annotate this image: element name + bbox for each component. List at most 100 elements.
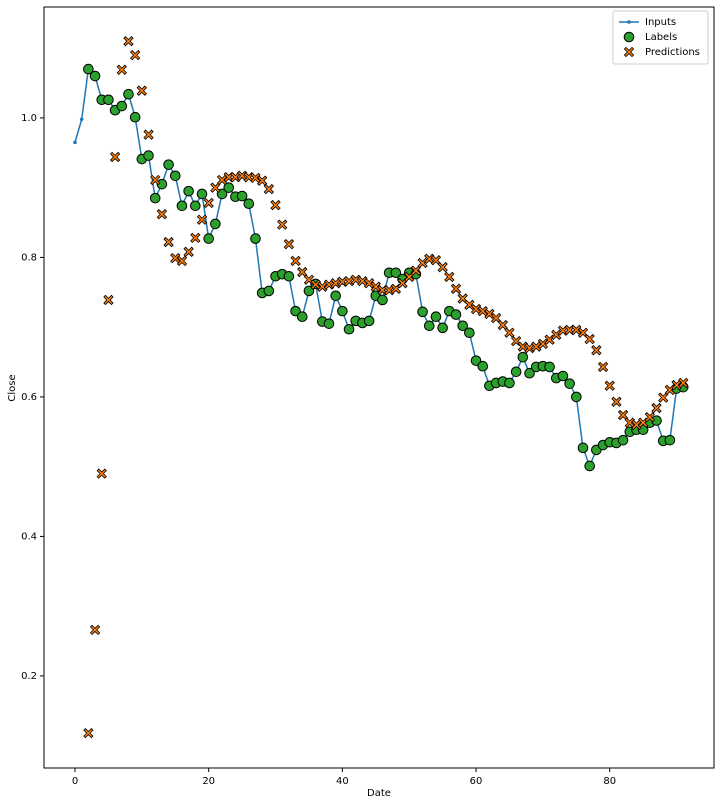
point — [323, 318, 335, 329]
point — [156, 178, 168, 190]
point — [116, 64, 127, 75]
point — [564, 378, 575, 389]
point — [337, 305, 348, 317]
x-tick-label: 40 — [336, 776, 349, 787]
plot-frame — [43, 6, 715, 769]
point — [531, 341, 542, 352]
y-tick-label: 0.8 — [21, 252, 37, 263]
point — [150, 174, 161, 186]
y-axis-label: Close — [7, 374, 18, 401]
point — [103, 94, 114, 106]
point — [317, 281, 328, 292]
legend-marker — [623, 46, 635, 58]
point — [156, 208, 168, 220]
point — [79, 117, 84, 122]
point — [450, 283, 462, 294]
point — [457, 320, 468, 332]
point — [123, 36, 134, 47]
x-tick-label: 60 — [470, 776, 483, 787]
point — [444, 271, 455, 283]
legend-label: Labels — [645, 32, 677, 43]
point — [617, 409, 629, 421]
point — [631, 419, 642, 430]
point — [163, 159, 174, 170]
point — [557, 370, 569, 382]
point — [617, 434, 629, 446]
point — [129, 111, 141, 123]
point — [136, 85, 148, 96]
legend-label: Inputs — [645, 17, 676, 28]
point — [604, 380, 615, 391]
point — [290, 255, 301, 267]
point — [89, 624, 101, 636]
x-tick-label: 80 — [603, 776, 616, 787]
point — [143, 150, 154, 161]
point — [123, 88, 134, 100]
point — [89, 70, 101, 82]
point — [671, 379, 682, 391]
point — [109, 151, 121, 163]
legend-label: Predictions — [645, 47, 700, 58]
point — [417, 257, 428, 269]
point — [597, 361, 609, 373]
point — [584, 460, 595, 472]
point — [263, 285, 275, 297]
point — [510, 366, 522, 378]
point — [410, 265, 422, 276]
point — [377, 294, 388, 306]
point — [190, 200, 201, 212]
point — [423, 320, 435, 332]
y-tick-label: 1.0 — [21, 113, 37, 124]
point — [437, 322, 448, 334]
point — [190, 232, 201, 244]
point — [658, 392, 669, 403]
point — [464, 327, 475, 339]
point — [250, 233, 261, 244]
point — [176, 200, 188, 212]
point — [537, 338, 549, 350]
point — [283, 238, 295, 250]
point — [303, 285, 315, 297]
point — [296, 311, 308, 323]
point — [517, 351, 529, 363]
legend-box — [612, 10, 709, 65]
point — [210, 182, 221, 193]
point — [83, 63, 94, 75]
point — [363, 315, 375, 327]
point — [644, 411, 655, 423]
point — [196, 214, 208, 225]
point — [524, 367, 535, 379]
point — [437, 262, 448, 273]
x-axis-label: Date — [367, 788, 391, 799]
point — [149, 192, 161, 204]
point — [678, 377, 689, 389]
point — [283, 270, 295, 282]
point — [591, 345, 602, 356]
point — [497, 319, 508, 331]
point — [611, 396, 622, 407]
point — [584, 333, 595, 345]
point — [243, 198, 255, 210]
point — [216, 174, 228, 186]
legend-marker — [627, 20, 631, 24]
point — [430, 311, 442, 323]
point — [270, 199, 281, 211]
point — [73, 140, 77, 145]
point — [196, 188, 208, 200]
point — [183, 185, 194, 197]
point — [290, 305, 301, 317]
point — [397, 278, 408, 289]
x-tick-label: 0 — [72, 776, 78, 787]
point — [216, 188, 228, 200]
point — [223, 182, 235, 193]
point — [163, 236, 174, 248]
point — [83, 727, 94, 739]
legend-marker — [623, 31, 635, 43]
point — [183, 246, 194, 257]
point — [450, 309, 462, 320]
point — [330, 290, 341, 302]
point — [169, 170, 181, 182]
y-tick-label: 0.6 — [21, 392, 37, 403]
x-tick-label: 20 — [202, 776, 215, 787]
